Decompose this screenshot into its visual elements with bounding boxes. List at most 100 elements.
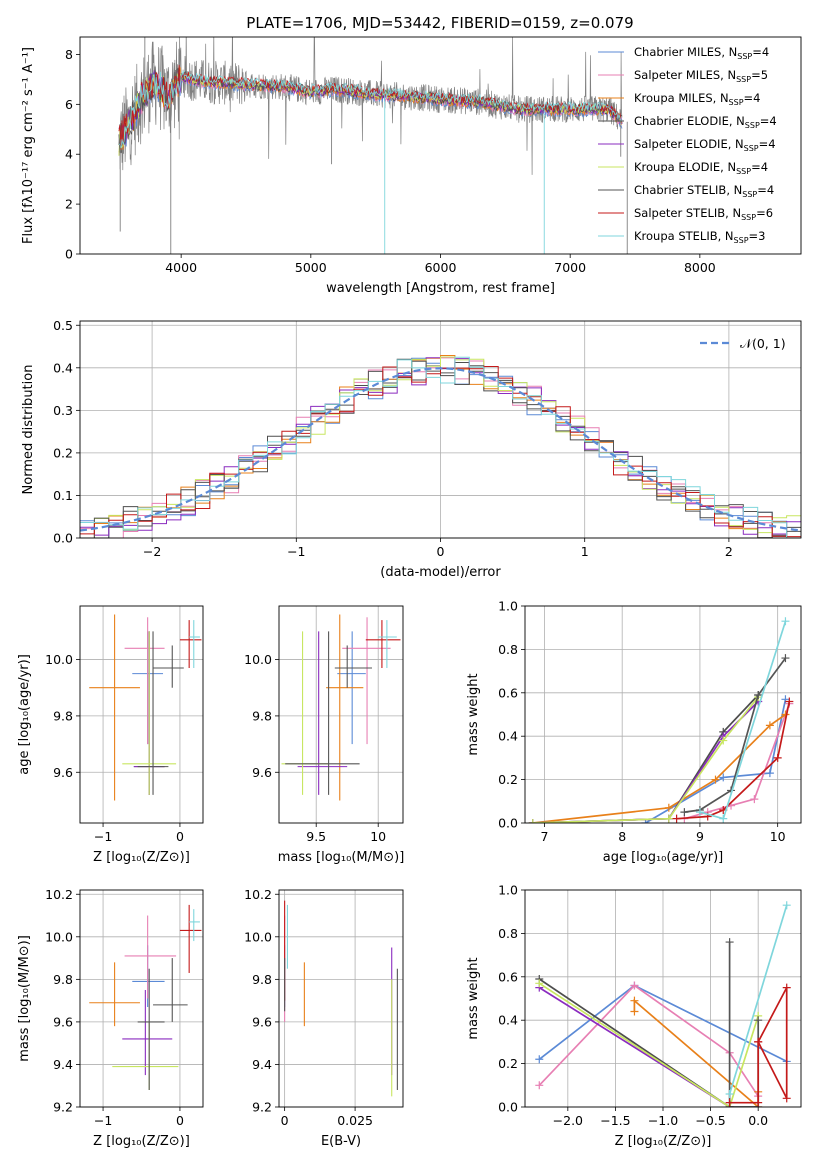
data-point-marker <box>630 996 639 1005</box>
y-tick-label: 10.0 <box>45 652 73 667</box>
data-point-marker <box>725 1098 734 1107</box>
y-tick-label: 0.0 <box>498 816 518 831</box>
x-axis-label: Z [log₁₀(Z/Z⊙)] <box>93 1134 190 1149</box>
mass-vs-ebv-panel: 0 0.025 9.2 9.4 9.6 9.8 10.0 10.2 E(B-V) <box>244 887 404 1149</box>
data-point-marker <box>785 697 794 706</box>
x-tick-label: 7 <box>540 829 548 844</box>
legend-label: Salpeter STELIB, NSSP=6 <box>634 206 773 222</box>
x-tick-label: 0 <box>437 544 445 559</box>
x-tick-label: 10 <box>370 829 386 844</box>
gaussian-curve <box>80 367 801 532</box>
x-tick-label: 10 <box>770 829 786 844</box>
legend-label: 𝒩(0, 1) <box>740 336 786 351</box>
y-tick-label: 9.6 <box>53 1014 73 1029</box>
axes-frame <box>278 605 404 824</box>
x-tick-label: 6000 <box>425 260 457 275</box>
data-point-marker <box>695 808 704 817</box>
x-tick-label: −1.5 <box>600 1113 630 1128</box>
data-point-marker <box>672 814 681 823</box>
x-tick-label: 8 <box>618 829 626 844</box>
axes-frame <box>524 889 802 1108</box>
y-tick-label: 0.4 <box>498 729 518 744</box>
axes-frame <box>278 889 404 1108</box>
x-tick-label: 0 <box>176 1113 184 1128</box>
y-tick-label: 4 <box>65 147 73 162</box>
x-tick-label: −2 <box>143 544 161 559</box>
x-tick-label: 1 <box>581 544 589 559</box>
x-tick-label: −1 <box>94 829 112 844</box>
mass-weight-line <box>729 987 788 1104</box>
x-axis-label: mass [log₁₀(M/M⊙)] <box>278 850 405 865</box>
mass-weight-vs-age-panel: 7 8 9 10 0.0 0.2 0.4 0.6 0.8 1.0 age [log₁₀(age/yr… <box>466 599 802 865</box>
y-tick-label: 0.0 <box>53 531 73 546</box>
mass-weight-line <box>532 696 759 823</box>
plot-area <box>89 904 202 1090</box>
x-tick-label: 8000 <box>684 260 716 275</box>
x-axis-label: E(B-V) <box>321 1134 361 1149</box>
data-point-marker <box>750 795 759 804</box>
data-point-marker <box>535 979 544 988</box>
data-point-marker <box>725 1089 734 1098</box>
y-tick-label: 10.0 <box>45 929 73 944</box>
data-point-marker <box>781 617 790 626</box>
x-tick-label: −1 <box>94 1113 112 1128</box>
data-point-marker <box>535 1055 544 1064</box>
data-point-marker <box>781 695 790 704</box>
y-tick-label: 9.4 <box>252 1057 272 1072</box>
y-axis-label: mass weight <box>466 673 481 755</box>
data-point-marker <box>528 819 537 823</box>
x-tick-label: 9.5 <box>306 829 326 844</box>
plot-area <box>89 614 202 801</box>
data-point-marker <box>641 819 650 823</box>
y-tick-label: 9.2 <box>53 1100 73 1115</box>
axes-frame <box>79 889 204 1108</box>
x-tick-label: −0.5 <box>695 1113 725 1128</box>
spectrum-panel: 4000 5000 6000 7000 8000 0 2 4 6 8 wavelength [Ang… <box>21 36 802 296</box>
data-point-marker <box>782 901 791 910</box>
age-vs-mass-panel: 9.5 10 9.6 9.8 10.0 mass [log₁₀(M/M⊙)] <box>244 605 405 865</box>
y-tick-label: 0.8 <box>498 642 518 657</box>
x-tick-label: −1 <box>287 544 305 559</box>
y-tick-label: 9.2 <box>252 1100 272 1115</box>
y-tick-label: 9.8 <box>252 708 272 723</box>
y-tick-label: 8 <box>65 47 73 62</box>
plot-area <box>281 614 401 801</box>
y-tick-label: 0.0 <box>498 1100 518 1115</box>
observed-spectrum <box>118 37 623 175</box>
mass-weight-line <box>532 700 759 823</box>
y-tick-label: 0 <box>65 247 73 262</box>
figure-title: PLATE=1706, MJD=53442, FIBERID=0159, z=0… <box>246 14 633 32</box>
x-axis-label: wavelength [Angstrom, rest frame] <box>326 281 555 296</box>
model-spectrum-line <box>118 70 623 156</box>
y-tick-label: 0.2 <box>498 772 518 787</box>
mass-vs-metallicity-panel: −1 0 9.2 9.4 9.6 9.8 10.0 10.2 Z [log₁₀(Z/Z⊙)] ma… <box>17 887 204 1149</box>
residuals-panel: −2 −1 0 1 2 0.0 0.1 0.2 0.3 0.4 0.5 (data-model)/er… <box>21 318 802 580</box>
residual-histogram <box>80 356 801 538</box>
plot-area <box>80 355 801 538</box>
data-point-marker <box>782 983 791 992</box>
y-axis-label: mass weight <box>466 957 481 1039</box>
y-tick-label: 9.4 <box>53 1057 73 1072</box>
model-spectrum-line <box>118 70 623 149</box>
y-tick-label: 1.0 <box>498 599 518 614</box>
data-point-marker <box>535 1081 544 1090</box>
data-point-marker <box>630 1007 639 1016</box>
legend-label: Chabrier ELODIE, NSSP=4 <box>634 114 777 130</box>
x-tick-label: 7000 <box>554 260 586 275</box>
y-tick-label: 2 <box>65 197 73 212</box>
y-tick-label: 0.4 <box>498 1013 518 1028</box>
y-tick-label: 1.0 <box>498 883 518 898</box>
data-point-marker <box>782 1094 791 1103</box>
mass-weight-line <box>728 904 788 1095</box>
y-tick-label: 0.8 <box>498 926 518 941</box>
mass-weight-vs-metallicity-panel: −2.0 −1.5 −1.0 −0.5 0.0 0.0 0.2 0.4 0.6 0.8 1.0 Z [… <box>466 883 802 1149</box>
x-tick-label: 0 <box>281 1113 289 1128</box>
y-tick-label: 9.8 <box>53 972 73 987</box>
legend-label: Chabrier STELIB, NSSP=4 <box>634 183 774 199</box>
y-axis-label: mass [log₁₀(M/M⊙)] <box>17 935 32 1062</box>
legend-label: Kroupa MILES, NSSP=4 <box>634 91 760 107</box>
x-tick-label: 9 <box>696 829 704 844</box>
legend-label: Kroupa ELODIE, NSSP=4 <box>634 160 768 176</box>
mass-weight-line <box>538 982 760 1107</box>
data-point-marker <box>711 775 720 784</box>
